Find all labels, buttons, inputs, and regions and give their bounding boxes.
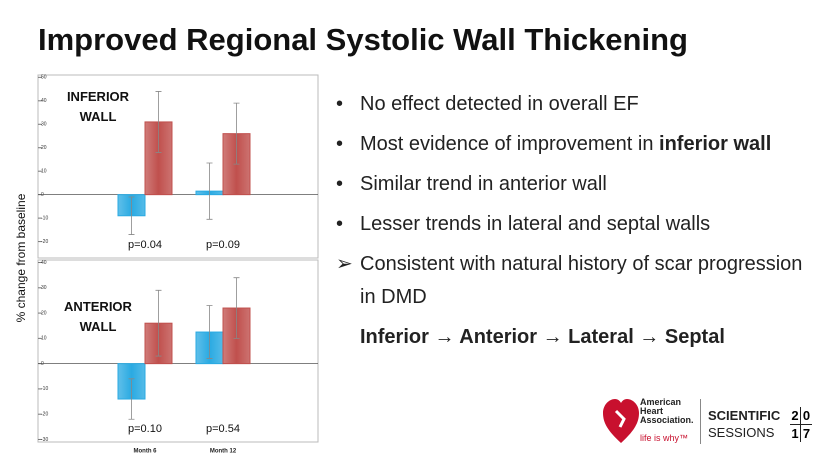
bullet-item: • Similar trend in anterior wall [336, 168, 806, 201]
p-value: p=0.09 [206, 239, 240, 251]
divider [700, 399, 701, 444]
bullet-item: • No effect detected in overall EF [336, 88, 806, 121]
y-tick-label: 20 [41, 310, 47, 316]
error-bar [155, 289, 162, 357]
y-tick-label: 30 [41, 285, 47, 291]
org-line: Heart [640, 406, 664, 416]
y-tick-label: 10 [41, 169, 47, 175]
y-tick-label: 40 [41, 98, 47, 104]
bullet: • [336, 93, 344, 115]
charts: 50403020100-10-20INFERIORWALLp=0.04p=0.0… [14, 74, 319, 455]
panel-label-line: ANTERIOR [64, 299, 133, 314]
error-bar [155, 91, 162, 153]
y-tick-label: -20 [41, 239, 48, 245]
p-value: p=0.04 [128, 239, 162, 251]
error-bar [206, 305, 213, 359]
event-line: SCIENTIFIC [708, 408, 781, 423]
y-tick-label: -10 [41, 215, 48, 221]
y-axis-label: % change from baseline [14, 193, 28, 322]
arrow-text: Consistent with natural history of scar … [360, 253, 803, 308]
p-value: p=0.54 [206, 423, 240, 435]
event-name: SCIENTIFIC SESSIONS [708, 407, 780, 441]
arrow-item: ➢ Consistent with natural history of scar… [336, 248, 806, 314]
x-tick-label: Month 12 [210, 449, 237, 455]
y-tick-label: 10 [41, 336, 47, 342]
panel-label-line: WALL [80, 319, 117, 334]
panel-label-line: INFERIOR [67, 89, 130, 104]
logo: American Heart Association. life is why™ S… [600, 395, 815, 450]
y-tick-label: -10 [41, 386, 48, 392]
bullet-text: Similar trend in anterior wall [360, 173, 607, 195]
bullet-text: No effect detected in overall EF [360, 93, 639, 115]
error-bar [128, 196, 135, 235]
y-tick-label: 50 [41, 75, 47, 81]
heart-icon [603, 399, 639, 443]
plot-frame [37, 259, 319, 443]
org-line: American [640, 397, 682, 407]
bullet-text: inferior wall [659, 133, 772, 155]
slide-title: Improved Regional Systolic Wall Thickeni… [38, 22, 688, 57]
bullet-text: Most evidence of improvement in [360, 133, 660, 155]
error-bar [233, 102, 240, 165]
y-tick-label: 40 [41, 260, 47, 266]
tagline: life is why™ [640, 433, 689, 443]
p-value: p=0.10 [128, 423, 162, 435]
panel-label: INFERIOR WALL [67, 89, 130, 124]
bullet-list: • No effect detected in overall EF • Most e… [336, 88, 806, 354]
org-line: Association. [640, 415, 694, 425]
error-bar [233, 277, 240, 339]
year-digit: 2 [790, 407, 801, 425]
y-tick-label: -30 [41, 437, 48, 443]
org-name: American Heart Association. [640, 398, 694, 425]
event-line: SESSIONS [708, 425, 775, 440]
sequence: Inferior → Anterior → Lateral → Septal [360, 326, 725, 348]
bullet-item: • Lesser trends in lateral and septal wal… [336, 208, 806, 241]
error-bar [128, 378, 135, 420]
bullet: • [336, 173, 344, 195]
bullet-text: Lesser trends in lateral and septal wall… [360, 213, 711, 235]
y-tick-label: -20 [41, 412, 48, 418]
x-tick-label: Month 6 [134, 449, 158, 455]
error-bar [206, 162, 213, 220]
bullet-item: • Most evidence of improvement in inferio… [336, 128, 806, 161]
year-digit: 7 [802, 426, 811, 441]
plot-frame [37, 74, 319, 259]
year-digit: 1 [790, 425, 801, 442]
y-tick-label: 20 [41, 145, 47, 151]
bullet: • [336, 213, 344, 235]
panel-label: ANTERIOR WALL [64, 299, 133, 334]
bullet: • [336, 133, 344, 155]
arrow-bullet: ➢ [336, 253, 353, 275]
panel-label-line: WALL [80, 109, 117, 124]
y-tick-label: 30 [41, 122, 47, 128]
year-digit: 0 [801, 408, 812, 425]
